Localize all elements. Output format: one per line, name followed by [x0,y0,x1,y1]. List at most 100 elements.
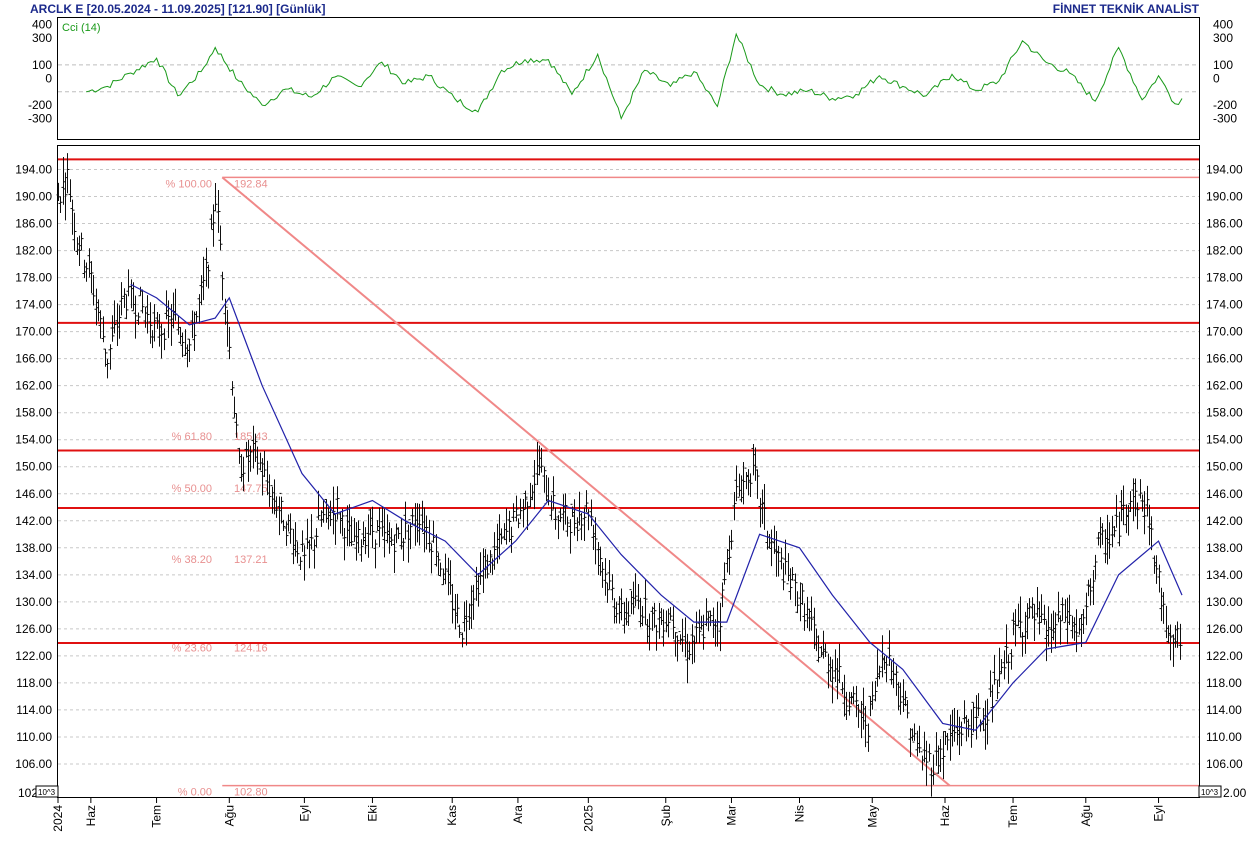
ohlc-bar-262 [671,606,676,639]
ohlc-bar-400 [995,680,1000,702]
ohlc-bar-207 [542,466,547,493]
ohlc-bar-258 [661,609,666,647]
price-ytick-right-3: 114.00 [1206,703,1242,717]
price-ytick-left-7: 130.00 [15,595,52,609]
ohlc-bar-121 [340,508,345,537]
ohlc-bar-454 [1121,485,1126,526]
ohlc-bar-47 [166,300,171,339]
ohlc-bar-322 [812,607,817,649]
corner-label-right: 10^3 [1201,788,1219,797]
ohlc-bar-406 [1009,649,1014,670]
ohlc-bar-466 [1149,516,1154,551]
ohlc-bar-90 [267,474,272,507]
price-ytick-left-5: 122.00 [15,649,52,663]
price-ytick-right-10: 142.00 [1206,514,1243,528]
ohlc-bar-193 [509,526,514,553]
ohlc-bar-211 [551,476,556,510]
x-tick-label-1: Haz [84,805,98,826]
ohlc-bar-461 [1138,479,1143,499]
price-ytick-right-18: 174.00 [1206,298,1243,312]
ohlc-bar-174 [464,600,469,646]
price-ytick-left-16: 166.00 [15,352,52,366]
ohlc-bar-390 [971,701,976,733]
ohlc-bar-139 [382,508,387,558]
ohlc-bar-318 [802,603,807,631]
symbol-info: ARCLK E [20.05.2024 - 11.09.2025] [121.9… [30,2,326,16]
price-ytick-left-19: 178.00 [15,271,52,285]
ohlc-bar-416 [1032,604,1037,642]
ohlc-bar-95 [279,492,284,524]
price-ytick-left-23: 194.00 [15,163,52,177]
fib-level-pct-4: % 23.60 [172,642,212,654]
ohlc-bar-23 [110,315,115,342]
price-ytick-right-2: 110.00 [1206,730,1242,744]
ohlc-bar-307 [776,545,781,577]
ohlc-bar-186 [492,532,497,570]
ohlc-bar-179 [476,572,481,607]
ohlc-bar-441 [1091,569,1096,605]
cci-ytick-right-5: -300 [1213,112,1237,126]
price-ytick-right-12: 150.00 [1206,460,1243,474]
price-ytick-right-15: 162.00 [1206,379,1243,393]
ohlc-bar-4 [65,153,70,194]
ohlc-bar-223 [579,512,584,541]
price-ytick-right-4: 118.00 [1206,676,1242,690]
ohlc-bar-434 [1074,609,1079,653]
price-ytick-right-9: 138.00 [1206,541,1243,555]
ohlc-bar-128 [356,520,361,554]
ohlc-bar-85 [255,446,260,475]
ohlc-bar-110 [314,528,319,548]
ohlc-bar-101 [293,522,298,557]
x-tick-label-9: Şub [659,805,673,827]
fib-level-value-3: 137.21 [234,554,268,566]
ohlc-bar-163 [438,562,443,577]
ohlc-bar-399 [992,654,997,685]
cci-series [86,32,1183,121]
ohlc-bar-142 [389,528,394,546]
ohlc-bar-240 [619,588,624,621]
ohlc-bar-445 [1100,523,1105,545]
ohlc-bar-414 [1027,598,1032,619]
ohlc-bar-457 [1128,491,1133,512]
x-tick-label-3: Ağu [222,805,236,826]
ohlc-bar-235 [607,559,612,590]
ohlc-bar-111 [316,490,321,520]
ohlc-bar-44 [159,323,164,359]
ohlc-bar-154 [417,503,422,546]
ohlc-bar-229 [593,517,598,565]
fib-level-value-5: 102.80 [234,787,268,799]
ohlc-bar-197 [518,498,523,520]
x-tick-label-13: Haz [938,805,952,826]
ohlc-bar-131 [363,527,368,555]
ohlc-bar-405 [1006,654,1011,684]
ohlc-bar-345 [866,723,871,752]
ohlc-bar-184 [488,550,493,573]
price-ytick-left-14: 158.00 [15,406,52,420]
cci-ytick-left-2: 100 [32,58,52,72]
x-tick-label-10: Mar [724,805,738,826]
ohlc-bar-129 [359,539,364,562]
ohlc-bar-339 [851,686,856,705]
price-axis-ticks: 102 2.00 106.00 106.00 110.00 110.00 114.00 114… [15,163,1246,800]
ohlc-bar-396 [985,698,990,745]
ohlc-bar-367 [917,725,922,753]
ohlc-bar-199 [523,490,528,509]
ohlc-bar-304 [769,529,774,567]
ohlc-bar-45 [162,328,167,351]
fib-level-pct-0: % 100.00 [166,178,212,190]
price-ytick-left-17: 170.00 [15,325,52,339]
fib-level-value-2: 147.75 [234,483,268,495]
ohlc-bar-428 [1060,597,1065,621]
ohlc-bar-97 [284,521,289,546]
ohlc-bar-171 [457,624,462,638]
price-ytick-left-20: 182.00 [15,244,52,258]
cci-ytick-right-3: 0 [1213,71,1220,85]
ohlc-bar-238 [614,601,619,624]
price-ytick-right-8: 134.00 [1206,568,1243,582]
x-tick-label-6: Kas [445,805,459,826]
fib-level-value-0: 192.84 [234,178,268,190]
ohlc-bar-468 [1154,555,1159,584]
ohlc-bar-460 [1135,502,1140,530]
